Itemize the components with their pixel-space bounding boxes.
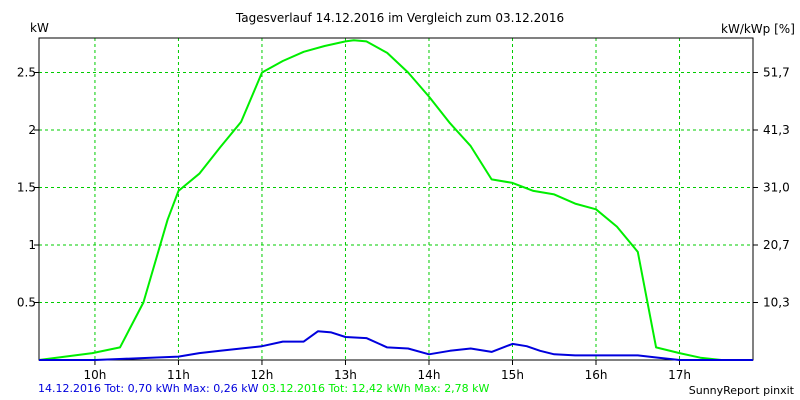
y-tick-label-left: 0.5 bbox=[17, 296, 36, 310]
y-tick-label-right: 10,3 bbox=[763, 296, 790, 310]
y-axis-label-right: kW/kWp [%] bbox=[721, 22, 795, 36]
footer-summary: 14.12.2016 Tot: 0,70 kWh Max: 0,26 kW 03… bbox=[38, 382, 489, 395]
grid bbox=[39, 38, 753, 360]
plot-area bbox=[38, 37, 754, 361]
chart-title: Tagesverlauf 14.12.2016 im Vergleich zum… bbox=[235, 11, 564, 25]
y-axis-label-left: kW bbox=[30, 21, 49, 35]
footer-series-03-12: 03.12.2016 Tot: 12,42 kWh Max: 2,78 kW bbox=[261, 382, 490, 395]
y-tick-label-left: 2 bbox=[28, 123, 36, 137]
y-tick-label-left: 1 bbox=[28, 238, 36, 252]
y-tick-label-right: 51,7 bbox=[763, 66, 790, 80]
x-tick-label: 13h bbox=[334, 368, 357, 382]
x-tick-label: 15h bbox=[501, 368, 524, 382]
credit-text: SunnyReport pinxit bbox=[688, 384, 794, 397]
x-tick-label: 17h bbox=[668, 368, 691, 382]
y-tick-label-left: 2.5 bbox=[17, 66, 36, 80]
x-tick-label: 10h bbox=[84, 368, 107, 382]
axis-ticks: 10h 11h 12h 13h 14h 15h 16h 17h 0.5 10,3 1 20,7 1.5 3… bbox=[17, 66, 790, 383]
x-tick-label: 12h bbox=[251, 368, 274, 382]
series-line-03-12-2016 bbox=[38, 39, 753, 361]
x-tick-label: 16h bbox=[585, 368, 608, 382]
y-tick-label-right: 31,0 bbox=[763, 181, 790, 195]
series-layer bbox=[38, 39, 753, 361]
series-line-14-12-2016 bbox=[39, 330, 753, 361]
footer-series-14-12: 14.12.2016 Tot: 0,70 kWh Max: 0,26 kW bbox=[38, 382, 259, 395]
x-tick-label: 11h bbox=[167, 368, 190, 382]
y-tick-label-right: 41,3 bbox=[763, 123, 790, 137]
y-tick-label-right: 20,7 bbox=[763, 238, 790, 252]
x-tick-label: 14h bbox=[418, 368, 441, 382]
y-tick-label-left: 1.5 bbox=[17, 181, 36, 195]
